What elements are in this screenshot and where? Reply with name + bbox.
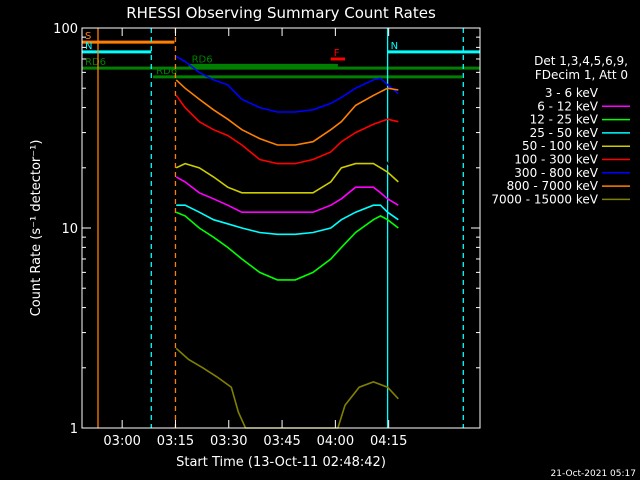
chart-title: RHESSI Observing Summary Count Rates: [126, 4, 436, 22]
x-tick-label-4: 04:00: [317, 434, 354, 449]
flag-label-0: S: [85, 31, 91, 42]
x-tick-label-5: 04:15: [370, 434, 407, 449]
y-axis-label: Count Rate (s⁻¹ detector⁻¹): [29, 140, 44, 317]
x-tick-label-3: 03:45: [263, 434, 300, 449]
flag-label-5: RD6: [156, 66, 177, 77]
legend-label-5: 100 - 300 keV: [514, 153, 598, 167]
legend-label-6: 300 - 800 keV: [514, 166, 598, 180]
y-axis-ticks: 1 10 100: [53, 22, 480, 437]
render-timestamp: 21-Oct-2021 05:17: [551, 469, 636, 479]
series-line-5: [175, 176, 399, 213]
legend-header-line1: Det 1,3,4,5,6,9,: [534, 54, 628, 68]
y-tick-label-2: 100: [53, 22, 78, 37]
time-markers: [97, 28, 464, 428]
legend-label-8: 7000 - 15000 keV: [491, 192, 598, 206]
series-line-6: [176, 204, 399, 236]
x-tick-label-1: 03:15: [157, 434, 194, 449]
legend-header-line2: FDecim 1, Att 0: [535, 68, 628, 82]
flag-label-6: RD6: [192, 54, 213, 65]
x-axis-ticks: 03:00 03:15 03:30 03:45 04:00 04:15: [103, 28, 407, 449]
legend-label-1: 6 - 12 keV: [537, 99, 599, 113]
legend-label-3: 25 - 50 keV: [530, 126, 599, 140]
series-line-1: [175, 79, 399, 146]
legend-label-7: 800 - 7000 keV: [507, 179, 599, 193]
flag-label-2: N: [391, 41, 398, 52]
flag-label-1: N: [85, 41, 92, 52]
y-tick-label-1: 10: [61, 222, 78, 237]
series-line-2: [175, 94, 399, 165]
flag-label-4: RD6: [85, 57, 106, 68]
legend-label-2: 12 - 25 keV: [530, 113, 599, 127]
legend-label-4: 50 - 100 keV: [522, 139, 599, 153]
series-lines: [175, 55, 399, 429]
x-axis-label: Start Time (13-Oct-11 02:48:42): [176, 455, 386, 470]
legend-label-0: 3 - 6 keV: [545, 86, 599, 100]
series-line-7: [175, 211, 399, 281]
series-line-3: [175, 97, 399, 178]
x-tick-label-0: 03:00: [103, 434, 140, 449]
x-tick-label-2: 03:30: [210, 434, 247, 449]
flag-label-3: F: [334, 48, 340, 59]
series-line-4: [175, 162, 399, 194]
series-line-0: [175, 55, 399, 113]
y-tick-label-0: 1: [70, 422, 78, 437]
